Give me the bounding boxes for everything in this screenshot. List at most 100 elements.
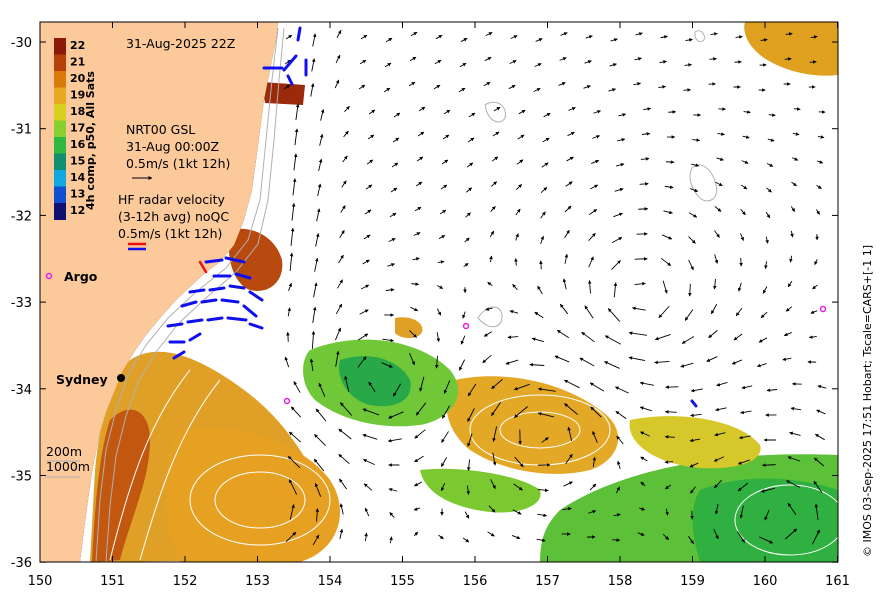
eddy-streamlines [109, 369, 838, 561]
gsl-arrow [510, 35, 518, 39]
gsl-arrow [339, 503, 344, 515]
gsl-arrow [665, 508, 669, 516]
argo-float-2[interactable] [462, 322, 470, 330]
gsl-arrow [615, 410, 627, 420]
gsl-arrow [363, 483, 373, 491]
gsl-arrow [417, 131, 425, 137]
gsl-arrow [311, 330, 316, 349]
gsl-arrow [314, 482, 322, 497]
x-tick-label: 152 [173, 574, 198, 589]
gsl-arrow [787, 280, 793, 288]
gsl-arrow [791, 181, 797, 187]
y-tick-label: -36 [11, 556, 32, 571]
gsl-arrow [418, 106, 426, 112]
gsl-arrow [743, 110, 751, 114]
gsl-arrow [690, 388, 703, 393]
gsl-arrow [467, 408, 475, 422]
gsl-arrow [589, 483, 597, 491]
gsl-velocity-arrows [283, 29, 827, 546]
gsl-arrow [583, 85, 591, 89]
gsl-arrow [588, 510, 597, 514]
gsl-arrow [714, 432, 726, 437]
gsl-arrow [585, 35, 593, 39]
gsl-arrow [588, 256, 594, 268]
gsl-arrow [338, 453, 350, 465]
gsl-arrow [540, 235, 544, 245]
gsl-arrow [436, 285, 444, 289]
gsl-arrow [684, 309, 694, 321]
colorbar-label: 18 [70, 105, 85, 118]
gsl-arrow [441, 159, 449, 165]
argo-float-1[interactable] [283, 397, 291, 405]
gsl-arrow [593, 110, 601, 114]
gsl-arrow [662, 280, 668, 294]
gsl-arrow [533, 87, 541, 93]
gsl-arrow [584, 305, 594, 319]
gsl-arrow [416, 156, 424, 162]
gsl-arrow [709, 57, 717, 61]
gsl-arrow [616, 435, 624, 445]
gsl-arrow [387, 438, 402, 443]
gsl-arrow [291, 202, 296, 221]
gsl-arrow [414, 429, 426, 439]
gsl-arrow [412, 257, 420, 261]
gsl-arrow [689, 438, 701, 443]
colorbar-swatch [54, 153, 66, 171]
gsl-arrow [664, 185, 674, 189]
gsl-arrow [564, 205, 572, 213]
gsl-arrow [541, 437, 549, 443]
gsl-arrow [713, 278, 717, 290]
gsl-arrow [615, 163, 625, 167]
x-tick-label: 157 [535, 574, 560, 589]
gsl-arrow [790, 206, 796, 212]
gsl-arrow [438, 235, 446, 239]
gsl-arrow [760, 487, 776, 493]
gsl-arrow [567, 426, 573, 442]
gsl-arrow [540, 211, 546, 219]
gsl-arrow [613, 513, 621, 517]
gsl-arrow [592, 135, 601, 139]
gsl-arrow [689, 462, 699, 468]
gsl-arrow [492, 452, 497, 466]
gsl-arrow [565, 181, 573, 187]
gsl-arrow [440, 184, 448, 190]
gsl-arrow [817, 384, 827, 389]
depth-1000-label: 1000m [46, 459, 90, 474]
gsl-arrow [285, 531, 297, 543]
gsl-arrow [292, 178, 297, 196]
gsl-arrow [290, 406, 302, 418]
gsl-arrow [579, 357, 595, 367]
gsl-arrow [660, 35, 668, 39]
colorbar-swatch [54, 137, 66, 154]
gsl-arrow [628, 356, 646, 362]
gsl-arrow [462, 311, 466, 319]
gsl-arrow [688, 536, 694, 544]
argo-float-3[interactable] [819, 305, 827, 313]
colorbar-label: 21 [70, 56, 85, 69]
gsl-arrow [290, 227, 295, 246]
hf-radar-vectors [166, 26, 698, 408]
gsl-arrow [640, 157, 650, 161]
gsl-arrow [587, 280, 592, 294]
gsl-arrow [766, 187, 772, 193]
gsl-arrow [714, 230, 720, 238]
gsl-arrow [458, 87, 466, 93]
gsl-arrow [817, 135, 825, 139]
gsl-arrow [318, 158, 323, 172]
gsl-arrow [465, 212, 471, 218]
hf-radar-red-vectors [198, 260, 208, 274]
gsl-arrow [665, 484, 671, 490]
gsl-arrow [789, 431, 801, 436]
colorbar-label: 19 [70, 89, 85, 102]
gsl-arrow [715, 407, 727, 412]
gsl-arrow [758, 337, 768, 343]
gsl-arrow [741, 385, 753, 390]
sst-cool-core [339, 356, 411, 407]
gsl-arrow [564, 229, 570, 239]
gsl-arrow [467, 137, 475, 143]
depth-200-label: 200m [46, 444, 82, 459]
gsl-arrow [414, 455, 424, 463]
gsl-arrow [664, 410, 677, 414]
gsl-arrow [492, 426, 498, 442]
